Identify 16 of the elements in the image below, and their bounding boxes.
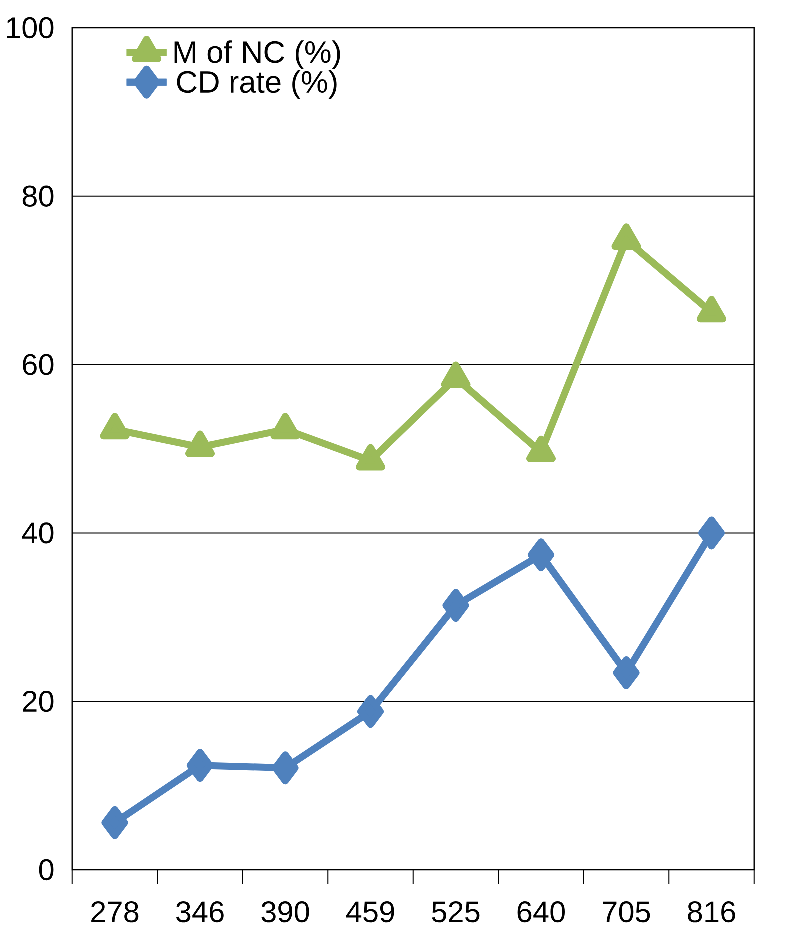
x-tick-label: 346 bbox=[176, 902, 224, 923]
y-tick-label: 60 bbox=[23, 354, 54, 376]
x-tick-label: 525 bbox=[432, 902, 480, 923]
x-tick-label: 640 bbox=[518, 902, 566, 923]
x-tick-label: 390 bbox=[262, 902, 310, 923]
y-tick-label: 100 bbox=[7, 17, 54, 39]
legend-label: CD rate (%) bbox=[177, 70, 337, 100]
y-tick-label: 20 bbox=[23, 691, 54, 712]
x-tick-label: 278 bbox=[92, 902, 139, 923]
y-tick-label: 40 bbox=[22, 522, 54, 544]
y-tick-label: 80 bbox=[22, 186, 54, 207]
x-tick-label: 705 bbox=[603, 902, 650, 923]
legend-label: M of NC (%) bbox=[174, 40, 340, 70]
x-tick-label: 459 bbox=[346, 902, 394, 923]
y-tick-label: 0 bbox=[39, 859, 54, 881]
x-tick-label: 816 bbox=[688, 902, 736, 923]
